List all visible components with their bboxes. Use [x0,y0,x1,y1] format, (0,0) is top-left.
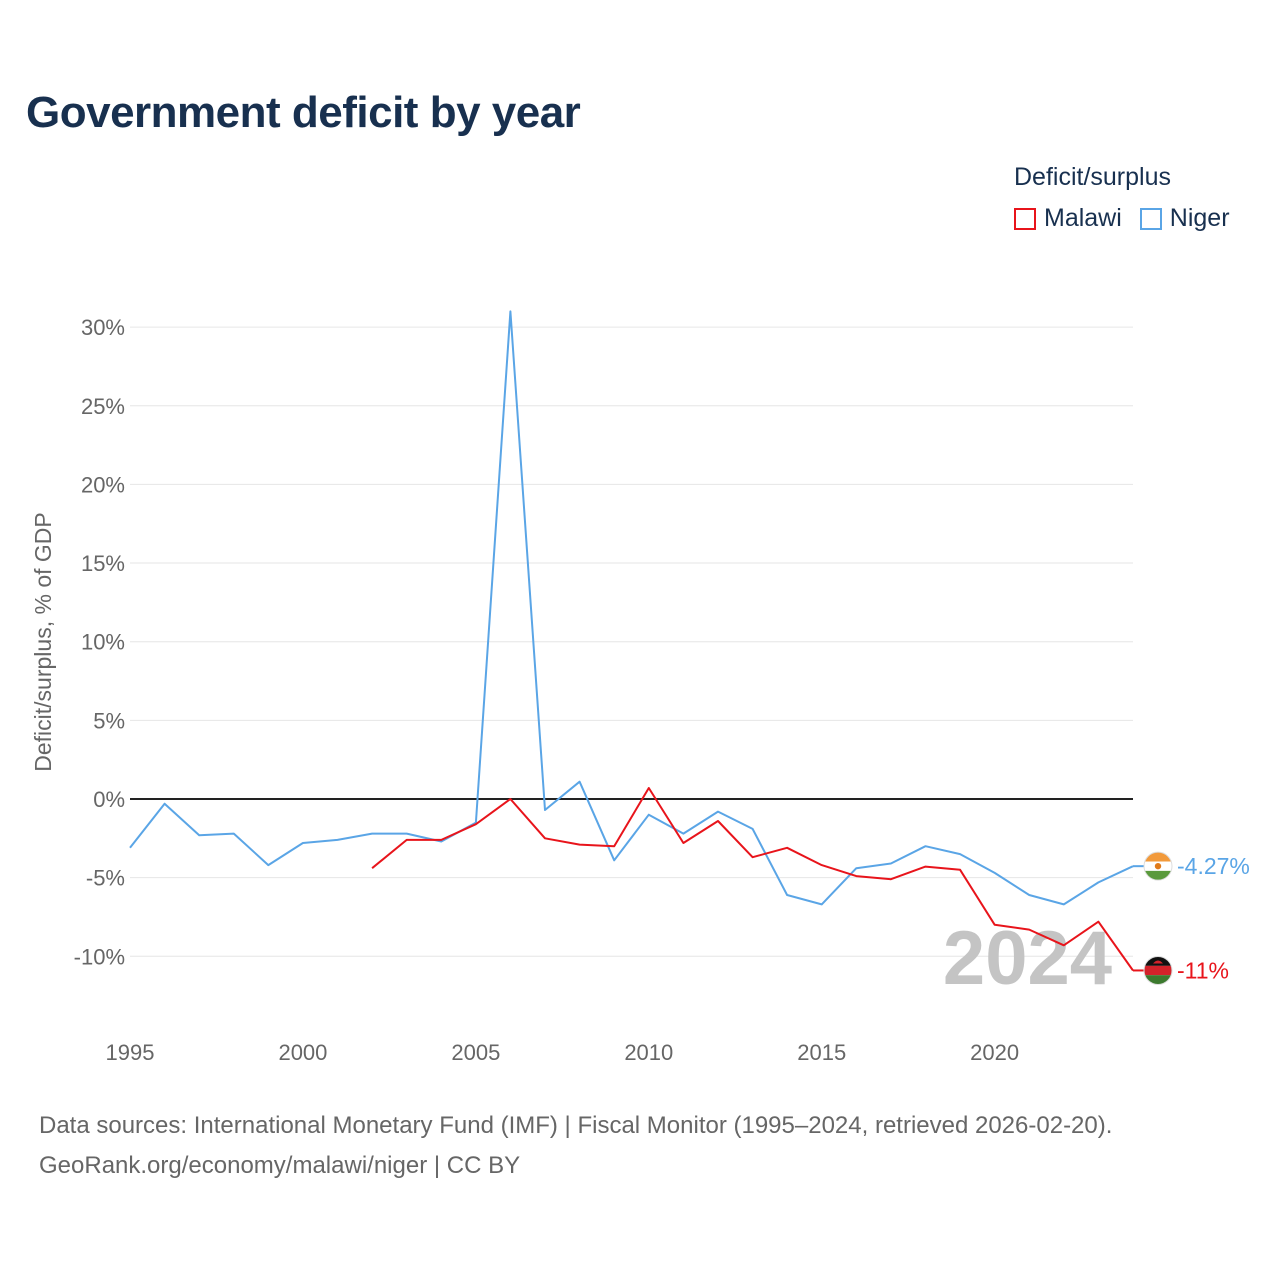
data-point-niger[interactable] [853,865,859,871]
data-series [127,308,1134,972]
y-tick-label: 0% [93,787,125,812]
data-point-niger[interactable] [542,807,548,813]
data-point-malawi[interactable] [819,862,825,868]
y-axis-label: Deficit/surplus, % of GDP [30,512,56,771]
legend-label-malawi: Malawi [1044,204,1122,232]
data-point-niger[interactable] [507,308,513,314]
x-tick-label: 2000 [278,1040,327,1065]
data-point-niger[interactable] [1061,901,1067,907]
data-point-niger[interactable] [922,843,928,849]
data-point-niger[interactable] [646,812,652,818]
series-line-malawi[interactable] [371,787,1134,972]
y-tick-label: 20% [81,472,125,497]
data-point-niger[interactable] [162,801,168,807]
data-point-malawi[interactable] [992,922,998,928]
data-point-niger[interactable] [265,862,271,868]
data-point-niger[interactable] [957,851,963,857]
data-point-malawi[interactable] [473,821,479,827]
data-point-niger[interactable] [888,860,894,866]
legend-title: Deficit/surplus [1014,163,1171,191]
source-line-2[interactable]: GeoRank.org/economy/malawi/niger | CC BY [39,1152,521,1179]
x-tick-label: 2005 [451,1040,500,1065]
data-point-niger[interactable] [127,845,133,851]
gridlines [130,326,1133,957]
y-tick-label: -10% [74,944,125,969]
data-point-niger[interactable] [300,840,306,846]
y-tick-label: 10% [81,630,125,655]
data-point-malawi[interactable] [646,785,652,791]
data-point-malawi[interactable] [957,867,963,873]
data-point-malawi[interactable] [1026,927,1032,933]
data-point-malawi[interactable] [1095,919,1101,925]
data-point-malawi[interactable] [888,876,894,882]
end-labels: -4.27% -11% [1133,851,1250,985]
data-point-malawi[interactable] [922,864,928,870]
end-label-niger: -4.27% [1177,853,1250,879]
niger-flag-icon [1143,851,1173,881]
chart-title: Government deficit by year [26,88,581,137]
legend-swatch-malawi [1014,207,1036,230]
data-point-niger[interactable] [369,831,375,837]
data-point-malawi[interactable] [680,840,686,846]
data-point-malawi[interactable] [438,837,444,843]
y-axis-ticks: -10% -5% 0% 5% 10% 15% 20% 25% 30% [74,315,125,969]
series-line-niger[interactable] [129,310,1134,906]
y-tick-label: -5% [86,866,125,891]
data-point-malawi[interactable] [404,837,410,843]
data-point-niger[interactable] [819,901,825,907]
data-point-niger[interactable] [404,831,410,837]
data-point-niger[interactable] [750,826,756,832]
data-point-niger[interactable] [992,870,998,876]
data-point-niger[interactable] [577,779,583,785]
data-point-niger[interactable] [784,892,790,898]
legend-item-malawi[interactable]: Malawi [1014,204,1122,233]
legend: Malawi Niger [1014,204,1230,233]
malawi-flag-icon [1143,955,1173,985]
y-tick-label: 25% [81,394,125,419]
y-tick-label: 5% [93,708,125,733]
data-point-niger[interactable] [715,809,721,815]
data-point-niger[interactable] [680,831,686,837]
legend-swatch-niger [1139,207,1162,230]
data-point-malawi[interactable] [784,845,790,851]
y-tick-label: 15% [81,551,125,576]
data-point-malawi[interactable] [507,796,513,802]
x-tick-label: 2015 [797,1040,846,1065]
data-point-malawi[interactable] [853,873,859,879]
data-point-niger[interactable] [335,837,341,843]
data-point-malawi[interactable] [750,854,756,860]
data-point-malawi[interactable] [1061,942,1067,948]
x-tick-label: 1995 [106,1040,155,1065]
data-point-malawi[interactable] [577,842,583,848]
x-axis-ticks: 1995 2000 2005 2010 2015 2020 [106,1040,1020,1065]
data-point-malawi[interactable] [715,818,721,824]
data-point-niger[interactable] [1026,892,1032,898]
x-tick-label: 2010 [624,1040,673,1065]
data-point-niger[interactable] [611,857,617,863]
data-point-malawi[interactable] [611,843,617,849]
data-point-malawi[interactable] [542,835,548,841]
x-tick-label: 2020 [970,1040,1019,1065]
y-tick-label: 30% [81,315,125,340]
data-point-niger[interactable] [196,832,202,838]
data-point-malawi[interactable] [369,865,375,871]
data-point-niger[interactable] [231,831,237,837]
end-label-malawi: -11% [1177,957,1229,983]
source-line-1: Data sources: International Monetary Fun… [39,1112,1113,1139]
source-note: Data sources: International Monetary Fun… [39,1106,1112,1186]
data-point-niger[interactable] [1095,879,1101,885]
legend-item-niger[interactable]: Niger [1139,204,1230,233]
legend-label-niger: Niger [1169,204,1230,232]
